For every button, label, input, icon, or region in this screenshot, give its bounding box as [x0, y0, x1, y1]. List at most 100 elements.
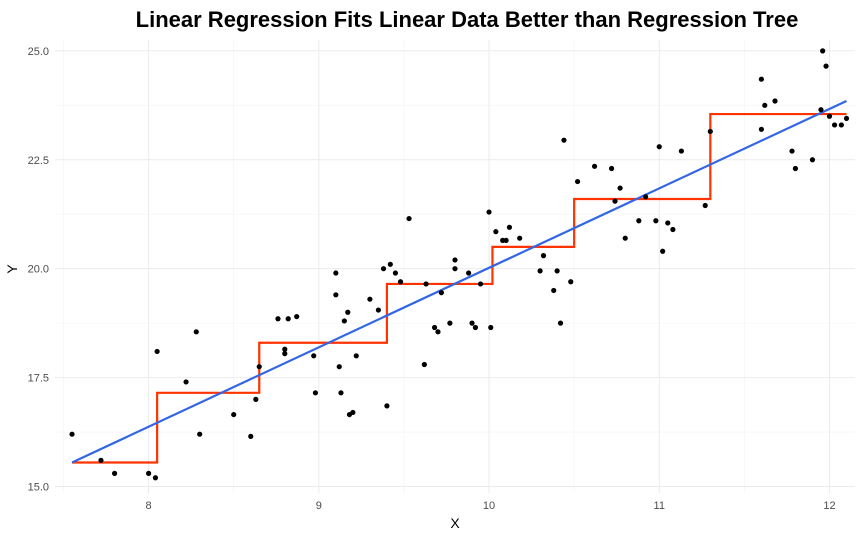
data-point: [789, 148, 795, 154]
data-point: [506, 224, 513, 230]
data-point: [311, 353, 317, 359]
tree-fit-line: [72, 112, 847, 464]
data-point: [809, 157, 816, 163]
data-point: [154, 348, 160, 355]
data-point: [653, 218, 659, 224]
data-point: [231, 411, 237, 418]
data-point: [617, 185, 623, 191]
data-point: [707, 128, 713, 135]
tree-fit-layer: [72, 112, 847, 464]
chart-title: Linear Regression Fits Linear Data Bette…: [136, 7, 799, 32]
x-tick-label: 8: [146, 500, 152, 512]
data-point: [452, 257, 458, 263]
data-point: [384, 403, 390, 409]
data-point: [537, 268, 543, 274]
data-point: [488, 324, 494, 331]
data-point: [423, 281, 429, 287]
data-point: [146, 470, 152, 476]
data-point: [380, 266, 387, 272]
data-point: [452, 266, 458, 272]
data-point: [758, 76, 764, 82]
data-point: [792, 165, 799, 172]
grid: [55, 40, 855, 493]
data-point: [665, 220, 671, 226]
data-point: [643, 194, 649, 200]
linear-fit-layer: [71, 99, 847, 464]
data-point: [387, 261, 393, 267]
data-point: [69, 431, 75, 437]
linear-fit-line: [71, 99, 847, 464]
data-point: [622, 235, 628, 241]
data-point: [656, 144, 662, 150]
y-tick-labels: 15.0 17.5 20.0 22.5 25.0: [28, 46, 49, 494]
data-point: [469, 320, 475, 326]
data-point: [561, 137, 567, 143]
data-point: [493, 229, 499, 235]
data-point: [591, 163, 598, 169]
data-point: [375, 307, 382, 313]
data-point: [838, 122, 844, 128]
y-tick-label: 22.5: [28, 155, 49, 167]
data-point: [517, 235, 523, 241]
data-point: [843, 115, 850, 122]
data-point: [431, 324, 438, 331]
x-tick-label: 10: [483, 500, 495, 512]
data-point: [762, 102, 768, 108]
data-point: [447, 320, 453, 326]
data-point: [466, 270, 472, 276]
data-point: [557, 320, 564, 326]
data-point: [818, 107, 824, 113]
data-point: [826, 113, 833, 119]
data-point: [248, 433, 254, 439]
data-point: [353, 353, 359, 359]
data-point: [670, 226, 676, 233]
data-point: [823, 63, 829, 69]
data-point: [350, 409, 356, 416]
data-point: [486, 209, 492, 215]
data-point: [831, 122, 838, 128]
data-point: [333, 292, 339, 298]
data-point: [406, 215, 412, 222]
data-point: [503, 237, 509, 243]
data-point: [333, 270, 339, 276]
data-point: [551, 287, 557, 294]
x-tick-labels: 8 9 10 11 12: [146, 500, 836, 512]
data-point: [336, 364, 342, 370]
data-point: [397, 279, 404, 285]
data-point: [294, 313, 300, 320]
data-point: [477, 281, 484, 287]
y-tick-label: 20.0: [28, 264, 49, 276]
data-point: [338, 390, 344, 396]
data-point: [282, 351, 288, 357]
data-point: [660, 248, 666, 254]
data-point: [285, 316, 291, 322]
x-tick-label: 9: [316, 500, 322, 512]
data-point: [702, 202, 708, 209]
data-point: [772, 98, 778, 104]
data-point: [111, 470, 118, 476]
data-point: [392, 270, 399, 276]
data-point: [421, 361, 427, 368]
data-point: [98, 457, 104, 463]
data-point: [152, 475, 159, 481]
data-point: [540, 253, 547, 259]
data-point: [256, 364, 262, 370]
data-point: [193, 329, 199, 335]
data-point: [345, 309, 351, 315]
y-tick-label: 15.0: [28, 481, 49, 493]
data-point: [568, 279, 574, 285]
data-point: [367, 296, 373, 302]
data-point: [554, 268, 560, 274]
data-point: [608, 165, 615, 172]
data-point: [341, 318, 347, 324]
x-axis-label: X: [450, 515, 460, 531]
data-point: [438, 290, 444, 296]
data-point: [574, 178, 581, 185]
data-point: [282, 346, 288, 352]
data-point: [758, 126, 764, 132]
data-point: [820, 48, 826, 54]
x-tick-label: 11: [654, 500, 665, 512]
data-point: [183, 379, 189, 385]
data-point: [435, 329, 441, 335]
